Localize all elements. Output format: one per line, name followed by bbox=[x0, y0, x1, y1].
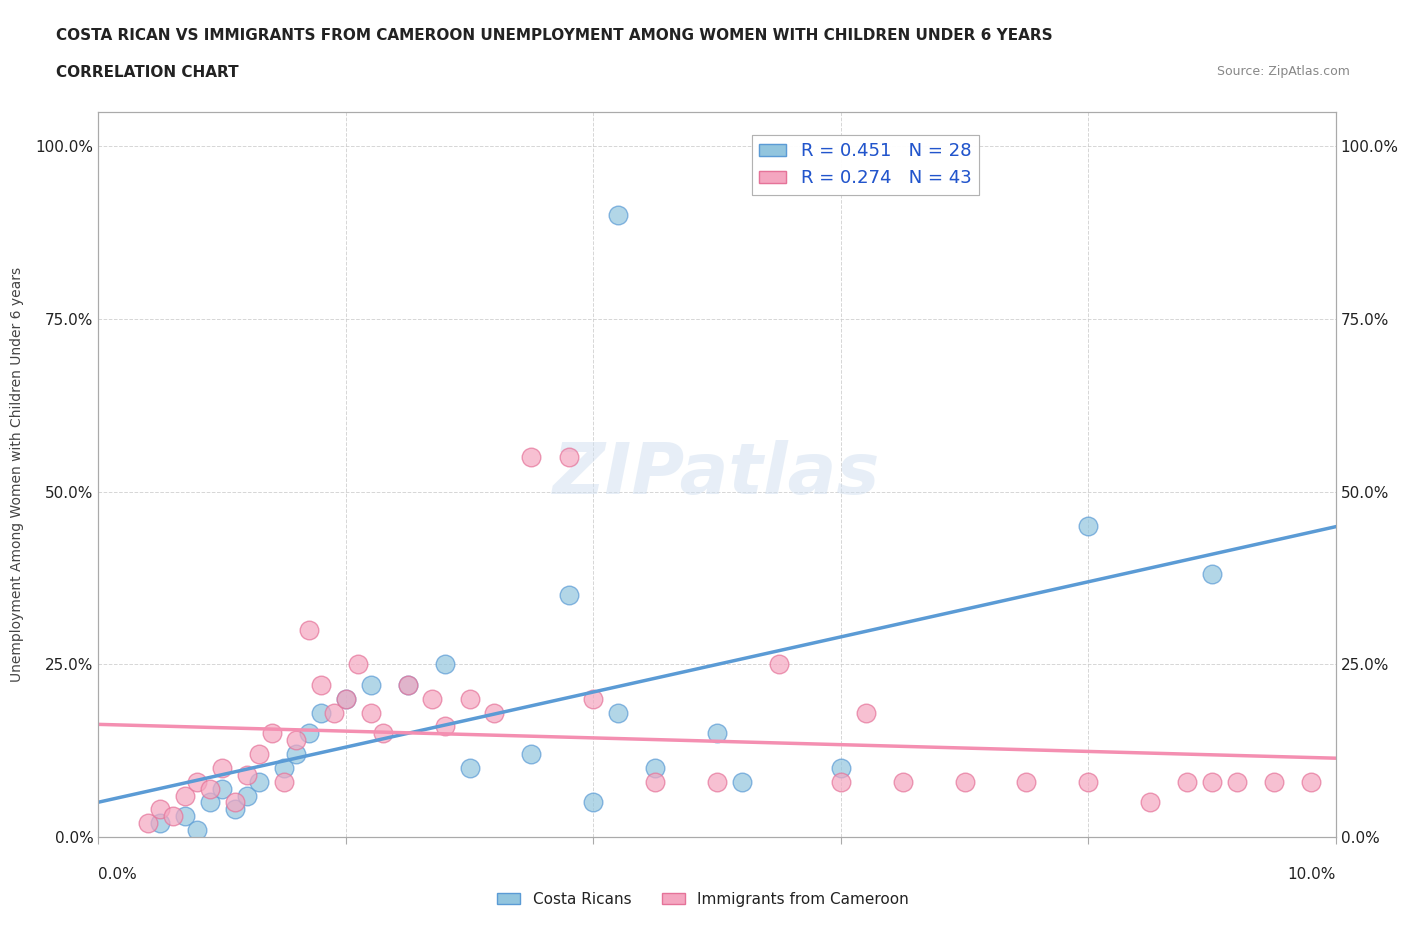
Point bbox=[322, 705, 344, 720]
Point bbox=[396, 678, 419, 693]
Point bbox=[186, 775, 208, 790]
Point bbox=[484, 705, 506, 720]
Point bbox=[1226, 775, 1249, 790]
Point bbox=[347, 657, 370, 671]
Point bbox=[285, 733, 308, 748]
Point bbox=[211, 761, 233, 776]
Point bbox=[706, 726, 728, 741]
Point bbox=[309, 705, 332, 720]
Point bbox=[582, 795, 605, 810]
Point bbox=[149, 816, 172, 830]
Point bbox=[273, 761, 295, 776]
Point bbox=[557, 449, 579, 464]
Point bbox=[396, 678, 419, 693]
Point bbox=[1201, 775, 1223, 790]
Y-axis label: Unemployment Among Women with Children Under 6 years: Unemployment Among Women with Children U… bbox=[10, 267, 24, 682]
Point bbox=[768, 657, 790, 671]
Point bbox=[211, 781, 233, 796]
Text: 10.0%: 10.0% bbox=[1288, 867, 1336, 882]
Text: 0.0%: 0.0% bbox=[98, 867, 138, 882]
Point bbox=[224, 795, 246, 810]
Point bbox=[1299, 775, 1322, 790]
Point bbox=[582, 691, 605, 706]
Legend: Costa Ricans, Immigrants from Cameroon: Costa Ricans, Immigrants from Cameroon bbox=[491, 886, 915, 913]
Point bbox=[830, 761, 852, 776]
Point bbox=[731, 775, 754, 790]
Point bbox=[644, 761, 666, 776]
Point bbox=[1139, 795, 1161, 810]
Point bbox=[273, 775, 295, 790]
Point bbox=[224, 802, 246, 817]
Point bbox=[149, 802, 172, 817]
Point bbox=[458, 691, 481, 706]
Text: CORRELATION CHART: CORRELATION CHART bbox=[56, 65, 239, 80]
Legend: R = 0.451   N = 28, R = 0.274   N = 43: R = 0.451 N = 28, R = 0.274 N = 43 bbox=[752, 135, 979, 194]
Point bbox=[309, 678, 332, 693]
Point bbox=[285, 747, 308, 762]
Point bbox=[855, 705, 877, 720]
Point bbox=[520, 747, 543, 762]
Point bbox=[1175, 775, 1198, 790]
Point bbox=[335, 691, 357, 706]
Point bbox=[247, 747, 270, 762]
Point bbox=[520, 449, 543, 464]
Point bbox=[891, 775, 914, 790]
Point bbox=[298, 726, 321, 741]
Point bbox=[1201, 567, 1223, 582]
Point bbox=[360, 678, 382, 693]
Point bbox=[335, 691, 357, 706]
Point bbox=[1077, 519, 1099, 534]
Point bbox=[298, 622, 321, 637]
Point bbox=[136, 816, 159, 830]
Point bbox=[236, 788, 259, 803]
Point bbox=[706, 775, 728, 790]
Point bbox=[371, 726, 394, 741]
Point bbox=[607, 207, 630, 222]
Point bbox=[458, 761, 481, 776]
Point bbox=[1077, 775, 1099, 790]
Text: Source: ZipAtlas.com: Source: ZipAtlas.com bbox=[1216, 65, 1350, 78]
Point bbox=[186, 823, 208, 838]
Point bbox=[174, 788, 197, 803]
Point bbox=[557, 588, 579, 603]
Point bbox=[236, 767, 259, 782]
Point bbox=[198, 795, 221, 810]
Point bbox=[198, 781, 221, 796]
Point bbox=[422, 691, 444, 706]
Point bbox=[1263, 775, 1285, 790]
Point bbox=[162, 809, 184, 824]
Point bbox=[607, 705, 630, 720]
Point bbox=[433, 719, 456, 734]
Point bbox=[247, 775, 270, 790]
Point bbox=[433, 657, 456, 671]
Point bbox=[644, 775, 666, 790]
Text: ZIPatlas: ZIPatlas bbox=[554, 440, 880, 509]
Text: COSTA RICAN VS IMMIGRANTS FROM CAMEROON UNEMPLOYMENT AMONG WOMEN WITH CHILDREN U: COSTA RICAN VS IMMIGRANTS FROM CAMEROON … bbox=[56, 28, 1053, 43]
Point bbox=[360, 705, 382, 720]
Point bbox=[1015, 775, 1038, 790]
Point bbox=[174, 809, 197, 824]
Point bbox=[260, 726, 283, 741]
Point bbox=[953, 775, 976, 790]
Point bbox=[830, 775, 852, 790]
